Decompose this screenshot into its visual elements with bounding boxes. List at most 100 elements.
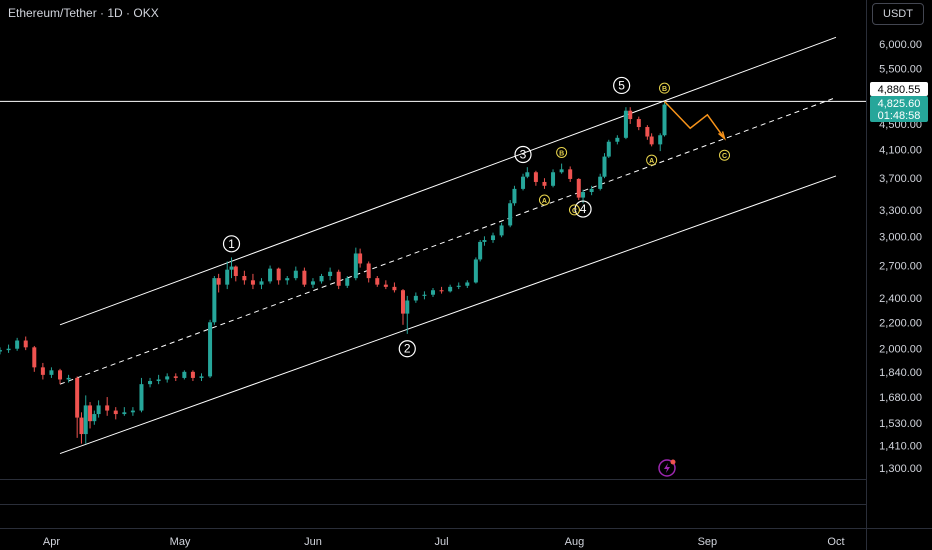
candle-body [392,287,396,290]
candle-body [551,172,555,186]
candle-body [375,278,379,285]
candle-body [157,379,161,381]
candle-body [294,271,298,278]
time-axis[interactable]: Apr May Jun Jul Aug Sep Oct [43,536,845,548]
pane-separator[interactable] [0,479,866,480]
candle-body [367,263,371,278]
candle-body [122,412,126,414]
candle-body [650,137,654,145]
x-tick-label: Sep [698,536,718,548]
flash-icon[interactable] [659,460,676,477]
candle-body [345,278,349,286]
candle-body [474,259,478,282]
price-badges: 4,880.55 4,825.60 01:48:58 [870,82,928,122]
candle-body [67,378,71,380]
x-tick-label: Jul [435,536,449,548]
candle-body [199,376,203,378]
candle-body [457,286,461,287]
candle-body [401,290,405,313]
candle-body [7,349,11,350]
candle-body [208,322,212,376]
x-tick-label: Aug [565,536,585,548]
y-tick-label: 2,400.00 [879,293,922,305]
candle-body [500,225,504,235]
y-tick-label: 2,000.00 [879,344,922,356]
candle-body [525,172,529,176]
x-tick-label: May [170,536,191,548]
candle-body [542,182,546,186]
candle-body [431,290,435,295]
candle-body [624,111,628,138]
candle-body [174,376,178,378]
channel-lower-line [60,176,836,454]
candle-body [285,278,289,280]
y-tick-label: 1,840.00 [879,367,922,379]
candle-body [105,405,109,410]
time-axis-separator [0,528,932,529]
candle-body [139,384,143,410]
candle-body [337,272,341,286]
candle-body [422,295,426,296]
candle-body [311,281,315,284]
candle-body [328,272,332,276]
candle-body [191,372,195,378]
wave-label: 4 [580,202,587,216]
candle-body [534,172,538,182]
x-tick-label: Jun [304,536,322,548]
candle-body [92,414,96,421]
candle-body [602,157,606,177]
candle-body [230,267,234,270]
candle-body [24,341,28,348]
candle-body [628,111,632,119]
subwave-label: B [662,86,667,93]
candle-body [15,341,19,349]
candle-body [414,296,418,301]
live-price-label: 4,825.60 [878,98,921,110]
x-tick-label: Oct [827,536,844,548]
y-tick-label: 1,680.00 [879,392,922,404]
candle-body [663,105,667,136]
pane-separator-lower [0,504,866,505]
candle-body [217,278,221,285]
candle-body [354,253,358,278]
subwave-label: A [542,198,547,205]
candle-body [568,169,572,179]
y-tick-label: 6,000.00 [879,39,922,51]
candle-body [277,269,281,281]
candle-body [41,367,45,375]
candle-body [0,350,2,351]
candle-body [560,169,564,172]
candle-body [212,278,216,322]
subwave-label: C [572,208,577,215]
candle-body [577,179,581,198]
candle-body [242,276,246,280]
candle-body [637,119,641,127]
candle-body [234,267,238,276]
candle-body [358,253,362,263]
wave-label: 1 [228,237,235,251]
candle-body [182,372,186,378]
candle-body [590,189,594,192]
candle-body [165,376,169,379]
y-tick-label: 3,700.00 [879,173,922,185]
projection-polyline [665,101,725,138]
candle-body [148,381,152,384]
candle-body [88,405,92,421]
candle-body [508,203,512,225]
candle-body [268,269,272,282]
line-price-label: 4,880.55 [878,84,921,96]
candle-body [260,281,264,284]
candle-body [658,135,662,144]
candle-body [465,282,469,285]
candle-body [615,138,619,142]
candle-body [478,242,482,260]
candle-body [512,189,516,203]
y-tick-label: 1,530.00 [879,418,922,430]
price-channel [60,37,836,453]
candle-body [84,405,88,434]
candle-body [320,276,324,281]
candle-body [114,411,118,414]
candle-body [581,192,585,198]
wave-label: 3 [520,148,527,162]
